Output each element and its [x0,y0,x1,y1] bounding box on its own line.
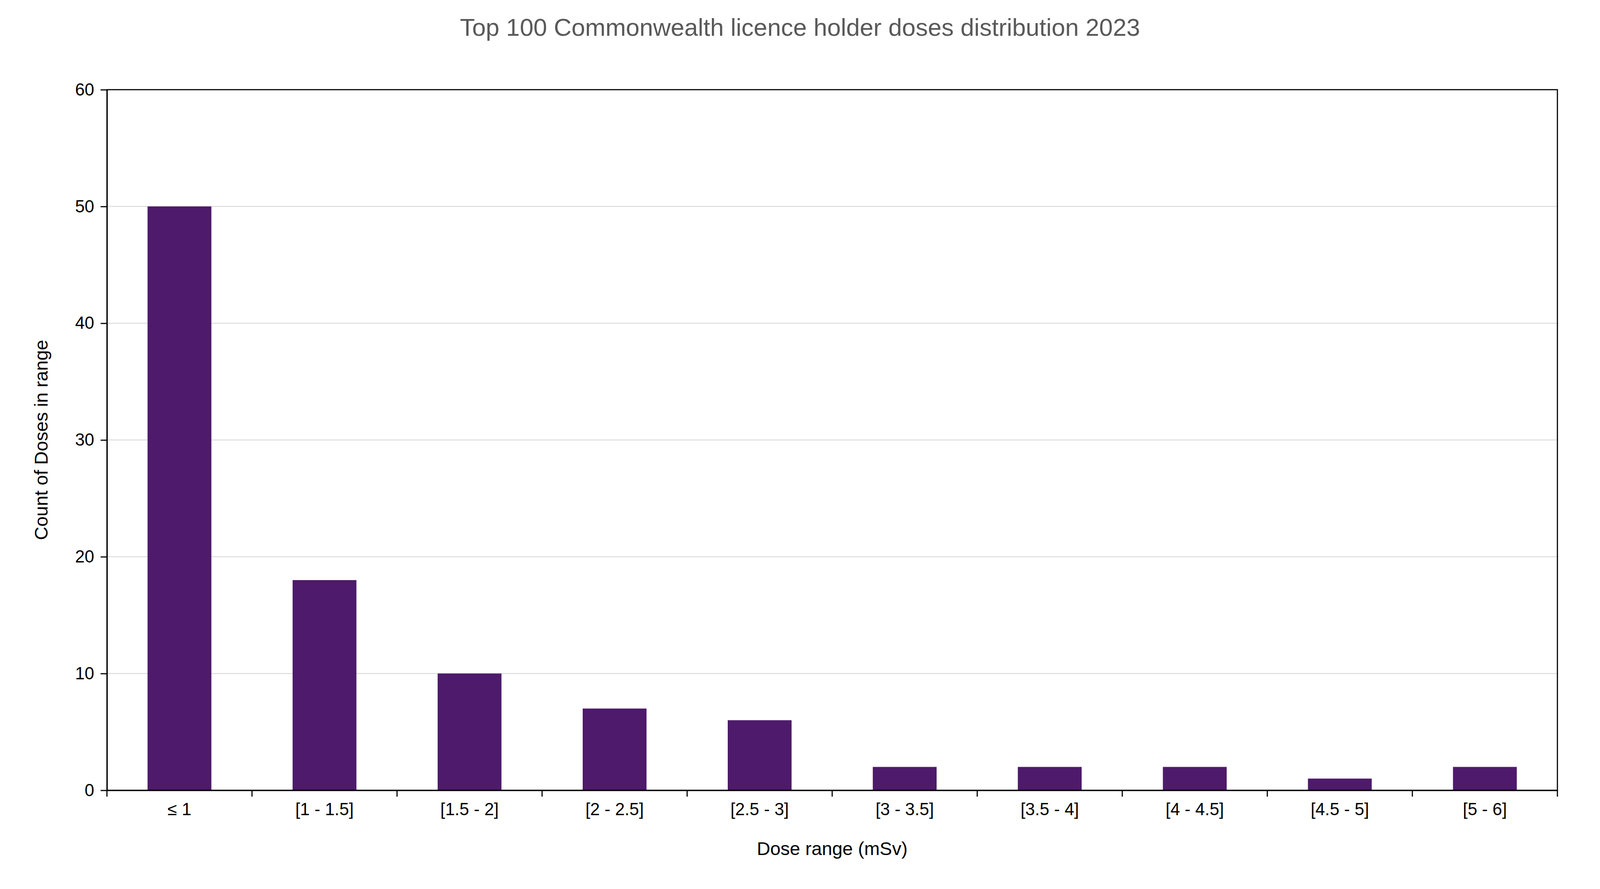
x-separator [1411,790,1414,798]
y-tick: 40 [75,313,107,333]
x-tick: [2.5 - 3] [730,790,789,820]
y-tick-mark [100,556,107,559]
y-tick-mark [100,439,107,442]
x-axis-title: Dose range (mSv) [756,838,908,860]
y-tick-mark [100,89,107,91]
bars [147,206,1518,791]
x-separator [541,790,543,798]
x-tick-label: [2 - 2.5] [585,800,644,820]
y-tick-mark [100,790,107,792]
x-tick: [3.5 - 4] [1020,790,1079,820]
x-tick: [2 - 2.5] [585,790,644,820]
x-separator [1266,790,1269,798]
bar [1162,767,1227,791]
y-tick-label: 10 [75,664,95,684]
x-tick: [3 - 3.5] [875,790,934,820]
y-tick-label: 0 [84,781,95,801]
bar [147,206,212,791]
y-tick: 30 [75,430,107,450]
x-separator [251,790,253,798]
x-tick-label: [4 - 4.5] [1165,800,1224,820]
x-tick-label: [1 - 1.5] [295,800,354,820]
bar [582,709,647,791]
x-tick: [5 - 6] [1462,790,1507,820]
x-separator [1556,790,1559,798]
bar [872,767,937,791]
x-separator [976,790,978,798]
x-tick: ≤ 1 [167,790,192,820]
y-tick-label: 20 [75,547,95,567]
chart: 0 10 20 30 40 50 60 ≤ 1 [1 - 1.5] [1.5 - 2] [2 - 2… [0,0,1600,889]
y-tick-mark [100,323,107,325]
bar [1307,778,1372,791]
y-tick-mark [100,206,107,208]
y-tick-label: 60 [75,80,95,100]
y-tick: 10 [75,664,107,684]
grid-line [106,439,1558,441]
bar [727,720,792,791]
x-tick-label: [1.5 - 2] [440,800,499,820]
x-tick-label: [4.5 - 5] [1310,800,1369,820]
y-tick: 0 [84,781,107,801]
y-tick-label: 50 [75,196,95,216]
x-axis: ≤ 1 [1 - 1.5] [1.5 - 2] [2 - 2.5] [2.5 - 3] [… [106,790,1558,820]
x-separator [1121,790,1123,798]
x-tick: [4 - 4.5] [1165,790,1224,820]
grid-line [106,206,1558,208]
grid-line [106,323,1558,324]
x-separator [831,790,833,798]
y-tick-mark [100,673,107,675]
x-tick: [1.5 - 2] [440,790,499,820]
x-tick-label: [3 - 3.5] [875,800,934,820]
bar [437,673,502,791]
y-tick-label: 40 [75,313,95,333]
y-axis: 0 10 20 30 40 50 60 [75,80,108,801]
x-separator [106,790,108,798]
y-tick: 50 [75,196,107,216]
x-separator [396,790,398,798]
bar [1017,767,1082,791]
plot-frame [106,89,1558,791]
bar [292,580,357,791]
plot: 0 10 20 30 40 50 60 ≤ 1 [1 - 1.5] [1.5 - 2] [2 - 2… [75,80,1558,820]
x-tick-label: [2.5 - 3] [730,800,789,820]
x-tick: [1 - 1.5] [295,790,354,820]
grid-line [106,556,1558,558]
x-tick: [4.5 - 5] [1310,790,1369,820]
x-tick-label: ≤ 1 [167,800,192,820]
x-separator [686,790,688,798]
y-axis-title: Count of Doses in range [30,339,52,541]
y-tick: 60 [75,80,107,100]
bar [1453,767,1518,791]
x-tick-label: [3.5 - 4] [1020,800,1079,820]
y-tick-label: 30 [75,430,95,450]
x-separators [106,790,1558,798]
y-tick: 20 [75,547,107,567]
x-tick-label: [5 - 6] [1462,800,1507,820]
title: Top 100 Commonwealth licence holder dose… [459,13,1141,41]
grid [106,89,1558,791]
